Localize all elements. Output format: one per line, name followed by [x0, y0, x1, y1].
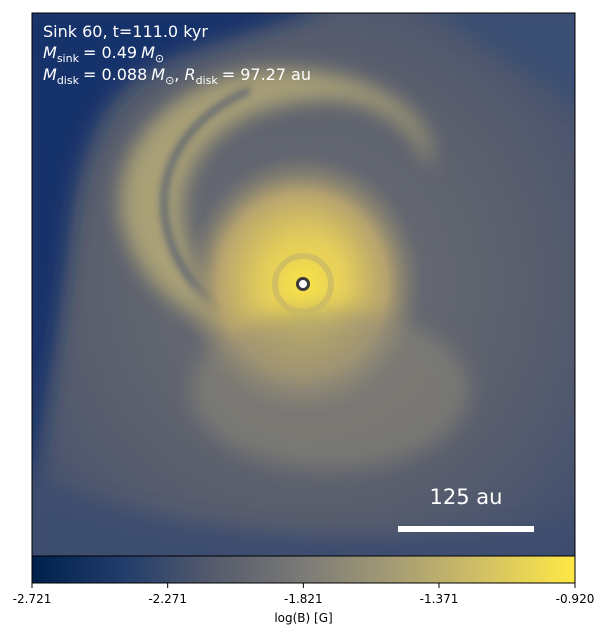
colorbar-tick-label: -1.371 [420, 592, 459, 606]
colorbar-tick-label: -1.821 [284, 592, 323, 606]
sink-marker [296, 277, 310, 291]
colorbar-ticks: -2.721 -2.271 -1.821 -1.371 -0.920 [13, 583, 595, 606]
colorbar-tick-label: -0.920 [556, 592, 595, 606]
lower-lobe [190, 310, 470, 470]
spiral-arm-outer [119, 68, 432, 331]
colorbar: -2.721 -2.271 -1.821 -1.371 -0.920 log(B) [G… [13, 555, 595, 625]
scale-bar-label: 125 au [430, 485, 503, 509]
heatmap-panel: Sink 60, t=111.0 kyr Msink = 0.49 M⊙ Mdisk… [32, 13, 575, 556]
scale-bar [398, 526, 534, 532]
colorbar-label: log(B) [G] [274, 611, 332, 625]
dark-field-region-bottom [32, 475, 575, 556]
dark-field-region-topright [437, 13, 575, 103]
colorbar-tick-label: -2.721 [13, 592, 52, 606]
annotation-title: Sink 60, t=111.0 kyr [43, 22, 208, 41]
colorbar-tick-label: -2.271 [148, 592, 187, 606]
annotation-sink-mass: Msink = 0.49 M⊙ [43, 43, 164, 65]
dark-field-region-topleft [32, 13, 304, 485]
inner-ring [272, 253, 334, 315]
annotation-disk: Mdisk = 0.088 M⊙, Rdisk = 97.27 au [43, 65, 311, 87]
colorbar-gradient [32, 556, 575, 583]
